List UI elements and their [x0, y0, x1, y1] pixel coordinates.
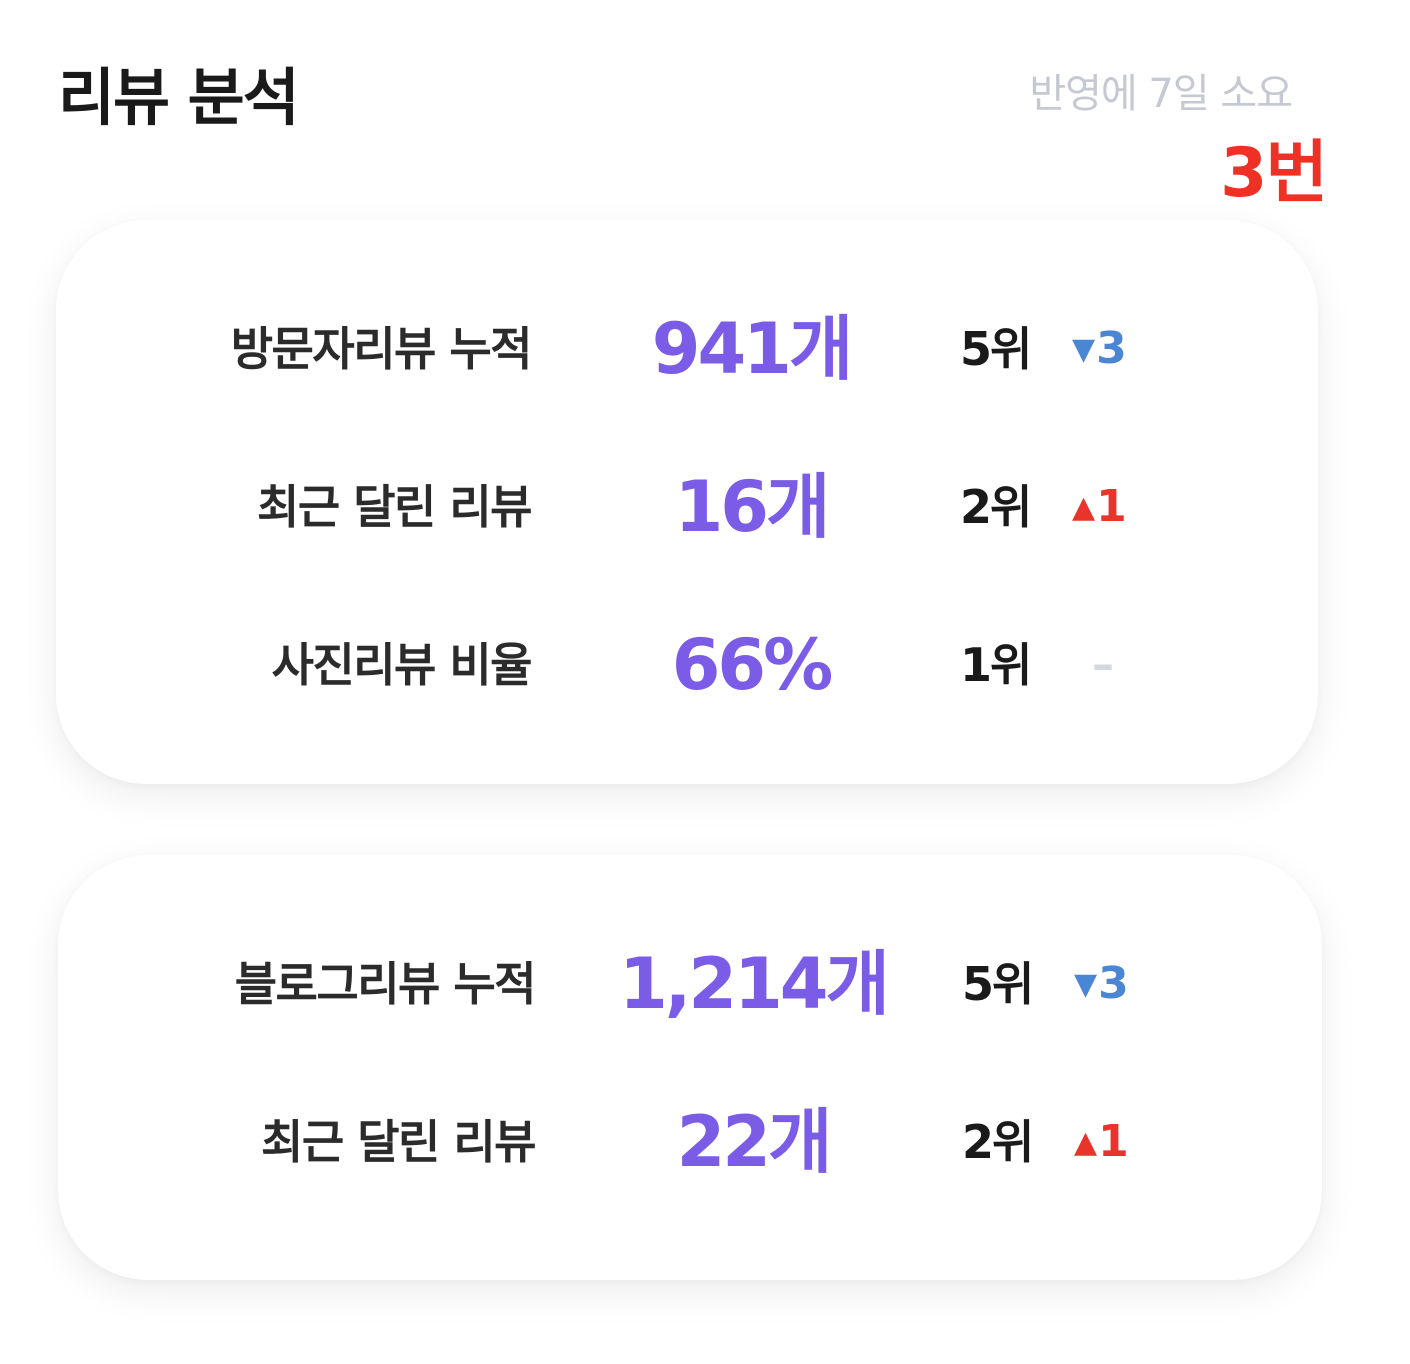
stat-row-visitor-total: 방문자리뷰 누적 941개 5위 ▼3 — [56, 304, 1318, 394]
metric-value: 66% — [671, 624, 834, 706]
rank-change-value: 1 — [1096, 481, 1127, 532]
metric-value: 1,214개 — [619, 943, 890, 1025]
rank-change-value: 3 — [1098, 958, 1129, 1009]
stat-row-photo-ratio: 사진리뷰 비율 66% 1위 – — [56, 620, 1318, 710]
rank-change-down: ▼3 — [1074, 939, 1129, 1030]
metric-label: 최근 달린 리뷰 — [261, 1115, 536, 1169]
metric-value: 22개 — [676, 1101, 833, 1183]
page-title: 리뷰 분석 — [58, 61, 300, 134]
rank-label: 5위 — [962, 957, 1034, 1011]
arrow-up-icon: ▲ — [1074, 1125, 1097, 1160]
rank-change-up: ▲1 — [1072, 462, 1127, 553]
metric-label: 방문자리뷰 누적 — [230, 322, 533, 376]
arrow-up-icon: ▲ — [1072, 490, 1095, 525]
rank-change-up: ▲1 — [1074, 1097, 1129, 1188]
metric-value: 16개 — [674, 466, 831, 548]
rank-change-value: 3 — [1096, 323, 1127, 374]
rank-change-none: – — [1092, 639, 1114, 690]
annotation-label: 3번 — [1220, 134, 1328, 213]
metric-label: 블로그리뷰 누적 — [234, 957, 537, 1011]
arrow-down-icon: ▼ — [1074, 967, 1097, 1002]
visitor-review-card: 방문자리뷰 누적 941개 5위 ▼3 최근 달린 리뷰 16개 2위 ▲1 사… — [56, 220, 1318, 784]
stat-row-blog-total: 블로그리뷰 누적 1,214개 5위 ▼3 — [58, 939, 1322, 1029]
rank-label: 1위 — [960, 638, 1032, 692]
stat-row-visitor-recent: 최근 달린 리뷰 16개 2위 ▲1 — [56, 462, 1318, 552]
update-delay-note: 반영에 7일 소요 — [1029, 71, 1293, 117]
arrow-down-icon: ▼ — [1072, 332, 1095, 367]
metric-label: 최근 달린 리뷰 — [257, 480, 532, 534]
rank-change-value: 1 — [1098, 1116, 1129, 1167]
metric-value: 941개 — [651, 308, 854, 390]
rank-label: 2위 — [960, 480, 1032, 534]
rank-label: 2위 — [962, 1115, 1034, 1169]
blog-review-card: 블로그리뷰 누적 1,214개 5위 ▼3 최근 달린 리뷰 22개 2위 ▲1 — [58, 855, 1322, 1280]
rank-change-down: ▼3 — [1072, 304, 1127, 395]
rank-label: 5위 — [960, 322, 1032, 376]
metric-label: 사진리뷰 비율 — [271, 638, 533, 692]
stat-row-blog-recent: 최근 달린 리뷰 22개 2위 ▲1 — [58, 1097, 1322, 1187]
